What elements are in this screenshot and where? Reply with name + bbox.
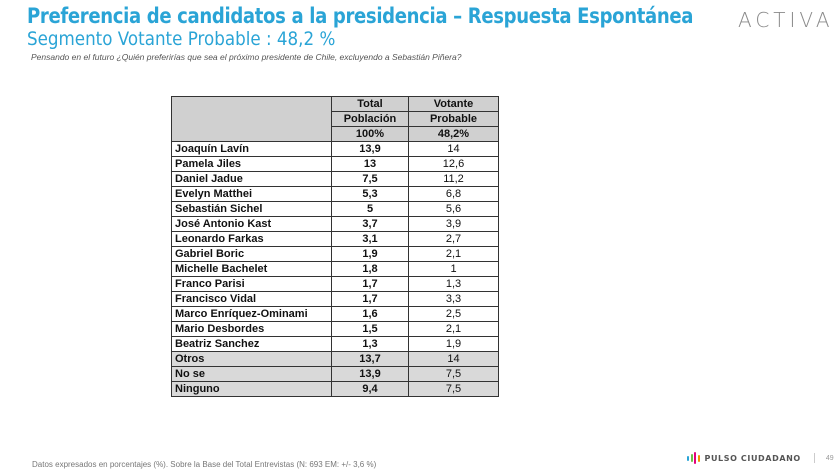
header-votante-3: 48,2% — [408, 126, 499, 142]
cell-total: 1,6 — [331, 306, 409, 322]
cell-total: 3,7 — [331, 216, 409, 232]
table-row: Pamela Jiles 13 12,6 — [171, 156, 499, 172]
table-row: Ninguno 9,4 7,5 — [171, 381, 499, 397]
page-subtitle: Segmento Votante Probable : 48,2 % — [27, 28, 336, 50]
cell-votante: 6,8 — [408, 186, 499, 202]
table-row: Michelle Bachelet 1,8 1 — [171, 261, 499, 277]
cell-votante: 2,1 — [408, 321, 499, 337]
pulso-ciudadano-brand: PULSO CIUDADANO 49 — [687, 452, 834, 464]
activa-logo: ACTIVA — [738, 8, 834, 32]
cell-votante: 14 — [408, 351, 499, 367]
logo-bar — [687, 455, 689, 461]
table-row: Gabriel Boric 1,9 2,1 — [171, 246, 499, 262]
survey-question: Pensando en el futuro ¿Quién preferirías… — [31, 52, 462, 62]
cell-total: 7,5 — [331, 171, 409, 187]
cell-name: No se — [171, 366, 332, 382]
table-row: José Antonio Kast 3,7 3,9 — [171, 216, 499, 232]
table-row: Leonardo Farkas 3,1 2,7 — [171, 231, 499, 247]
cell-total: 1,5 — [331, 321, 409, 337]
cell-total: 5,3 — [331, 186, 409, 202]
table-row: No se 13,9 7,5 — [171, 366, 499, 382]
cell-votante: 1 — [408, 261, 499, 277]
header-votante-1: Votante — [408, 96, 499, 112]
header-total-3: 100% — [331, 126, 409, 142]
logo-bar — [694, 452, 696, 464]
header-votante-2: Probable — [408, 111, 499, 127]
table-row: Sebastián Sichel 5 5,6 — [171, 201, 499, 217]
cell-votante: 12,6 — [408, 156, 499, 172]
table-row: Otros 13,7 14 — [171, 351, 499, 367]
footer-note: Datos expresados en porcentajes (%). Sob… — [32, 460, 377, 469]
cell-name: Pamela Jiles — [171, 156, 332, 172]
cell-votante: 2,5 — [408, 306, 499, 322]
cell-name: Ninguno — [171, 381, 332, 397]
header-total-1: Total — [331, 96, 409, 112]
cell-total: 13,9 — [331, 141, 409, 157]
cell-name: Leonardo Farkas — [171, 231, 332, 247]
cell-name: Evelyn Matthei — [171, 186, 332, 202]
page-number: 49 — [825, 454, 834, 462]
logo-bar — [697, 454, 700, 462]
cell-name: Gabriel Boric — [171, 246, 332, 262]
cell-total: 1,9 — [331, 246, 409, 262]
cell-name: Daniel Jadue — [171, 171, 332, 187]
cell-total: 3,1 — [331, 231, 409, 247]
pulso-logo-icon — [687, 452, 700, 464]
cell-total: 1,3 — [331, 336, 409, 352]
results-table: Total Votante Población Probable 100% 48… — [171, 96, 499, 397]
cell-votante: 2,1 — [408, 246, 499, 262]
cell-votante: 3,3 — [408, 291, 499, 307]
table-header-row: Total Votante — [171, 96, 499, 142]
cell-name: Beatriz Sanchez — [171, 336, 332, 352]
cell-name: Otros — [171, 351, 332, 367]
cell-name: Franco Parisi — [171, 276, 332, 292]
cell-name: Marco Enríquez-Ominami — [171, 306, 332, 322]
cell-name: Francisco Vidal — [171, 291, 332, 307]
cell-total: 13,7 — [331, 351, 409, 367]
cell-total: 9,4 — [331, 381, 409, 397]
cell-votante: 7,5 — [408, 366, 499, 382]
header-total-2: Población — [331, 111, 409, 127]
cell-votante: 11,2 — [408, 171, 499, 187]
cell-total: 1,8 — [331, 261, 409, 277]
divider — [813, 453, 815, 463]
table-row: Beatriz Sanchez 1,3 1,9 — [171, 336, 499, 352]
cell-name: Michelle Bachelet — [171, 261, 332, 277]
cell-total: 13,9 — [331, 366, 409, 382]
cell-total: 13 — [331, 156, 409, 172]
cell-votante: 5,6 — [408, 201, 499, 217]
cell-votante: 1,3 — [408, 276, 499, 292]
table-row: Franco Parisi 1,7 1,3 — [171, 276, 499, 292]
table-row: Evelyn Matthei 5,3 6,8 — [171, 186, 499, 202]
cell-total: 1,7 — [331, 276, 409, 292]
table-row: Mario Desbordes 1,5 2,1 — [171, 321, 499, 337]
cell-name: Mario Desbordes — [171, 321, 332, 337]
table-row: Marco Enríquez-Ominami 1,6 2,5 — [171, 306, 499, 322]
brand-name: PULSO CIUDADANO — [704, 453, 801, 463]
cell-name: Sebastián Sichel — [171, 201, 332, 217]
table-header-row: 100% 48,2% — [172, 126, 499, 142]
cell-name: Joaquín Lavín — [171, 141, 332, 157]
table-row: Joaquín Lavín 13,9 14 — [171, 141, 499, 157]
cell-votante: 1,9 — [408, 336, 499, 352]
cell-votante: 14 — [408, 141, 499, 157]
cell-votante: 7,5 — [408, 381, 499, 397]
table-row: Francisco Vidal 1,7 3,3 — [171, 291, 499, 307]
header-blank-cell — [171, 96, 332, 142]
cell-total: 1,7 — [331, 291, 409, 307]
cell-name: José Antonio Kast — [171, 216, 332, 232]
cell-votante: 3,9 — [408, 216, 499, 232]
table-row: Daniel Jadue 7,5 11,2 — [171, 171, 499, 187]
cell-total: 5 — [331, 201, 409, 217]
page-title: Preferencia de candidatos a la presidenc… — [27, 4, 694, 28]
table-header-row: Población Probable — [172, 111, 499, 127]
cell-votante: 2,7 — [408, 231, 499, 247]
logo-bar — [690, 454, 693, 462]
